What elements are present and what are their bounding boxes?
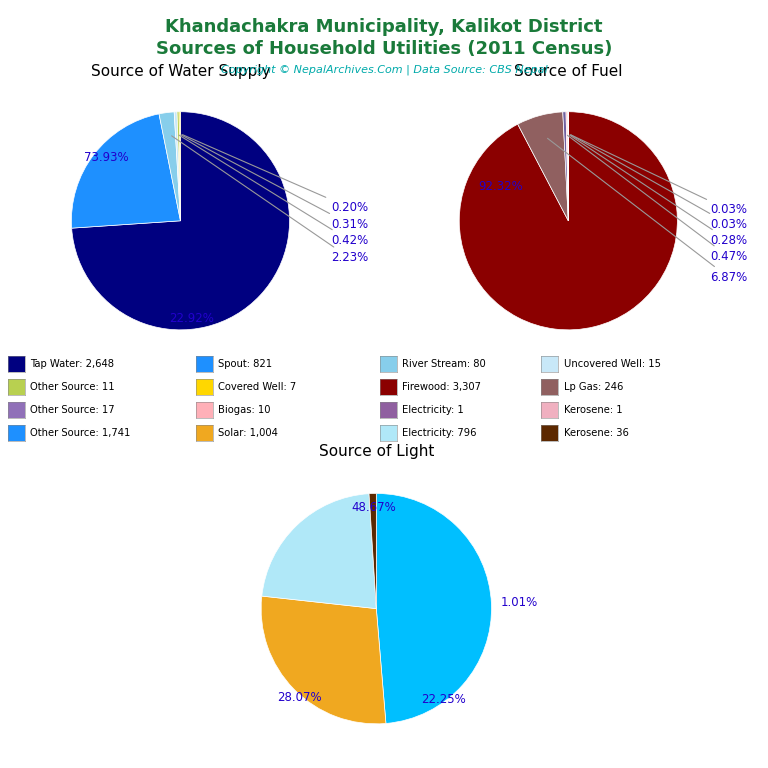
Text: Kerosene: 36: Kerosene: 36 — [564, 428, 628, 439]
Text: 22.92%: 22.92% — [169, 313, 214, 325]
Text: Firewood: 3,307: Firewood: 3,307 — [402, 382, 482, 392]
Text: 0.28%: 0.28% — [570, 135, 747, 247]
Text: 2.23%: 2.23% — [171, 136, 368, 264]
Wedge shape — [459, 111, 677, 329]
Text: 28.07%: 28.07% — [276, 690, 322, 703]
Text: 0.03%: 0.03% — [571, 134, 747, 217]
Text: Covered Well: 7: Covered Well: 7 — [218, 382, 296, 392]
Text: Spout: 821: Spout: 821 — [218, 359, 272, 369]
Text: 1.01%: 1.01% — [501, 596, 538, 609]
Wedge shape — [563, 112, 568, 221]
Text: 0.31%: 0.31% — [181, 135, 368, 230]
Wedge shape — [71, 114, 180, 228]
Text: River Stream: 80: River Stream: 80 — [402, 359, 486, 369]
Text: 0.42%: 0.42% — [179, 135, 368, 247]
Wedge shape — [71, 111, 290, 329]
Text: Tap Water: 2,648: Tap Water: 2,648 — [30, 359, 114, 369]
Text: 73.93%: 73.93% — [84, 151, 128, 164]
Wedge shape — [159, 112, 180, 221]
Wedge shape — [369, 494, 376, 608]
Wedge shape — [177, 112, 180, 221]
Text: Electricity: 1: Electricity: 1 — [402, 405, 464, 415]
Text: Solar: 1,004: Solar: 1,004 — [218, 428, 278, 439]
Text: Other Source: 17: Other Source: 17 — [30, 405, 114, 415]
Text: 6.87%: 6.87% — [548, 138, 747, 284]
Text: 0.03%: 0.03% — [571, 135, 747, 230]
Text: 22.25%: 22.25% — [421, 693, 465, 706]
Wedge shape — [376, 494, 492, 723]
Text: 0.47%: 0.47% — [568, 135, 747, 263]
Text: Other Source: 11: Other Source: 11 — [30, 382, 114, 392]
Title: Source of Light: Source of Light — [319, 445, 434, 459]
Text: 92.32%: 92.32% — [478, 180, 523, 194]
Wedge shape — [174, 112, 180, 221]
Text: Other Source: 1,741: Other Source: 1,741 — [30, 428, 131, 439]
Text: Lp Gas: 246: Lp Gas: 246 — [564, 382, 623, 392]
Text: Copyright © NepalArchives.Com | Data Source: CBS Nepal: Copyright © NepalArchives.Com | Data Sou… — [220, 65, 548, 75]
Text: Uncovered Well: 15: Uncovered Well: 15 — [564, 359, 660, 369]
Wedge shape — [518, 112, 568, 221]
Text: 0.20%: 0.20% — [183, 134, 368, 214]
Text: Sources of Household Utilities (2011 Census): Sources of Household Utilities (2011 Cen… — [156, 40, 612, 58]
Text: Khandachakra Municipality, Kalikot District: Khandachakra Municipality, Kalikot Distr… — [165, 18, 603, 35]
Wedge shape — [262, 494, 376, 608]
Title: Source of Fuel: Source of Fuel — [514, 65, 623, 79]
Text: Electricity: 796: Electricity: 796 — [402, 428, 477, 439]
Wedge shape — [261, 596, 386, 723]
Wedge shape — [179, 111, 180, 221]
Text: 48.67%: 48.67% — [352, 501, 396, 514]
Title: Source of Water Supply: Source of Water Supply — [91, 65, 270, 79]
Text: Biogas: 10: Biogas: 10 — [218, 405, 270, 415]
Wedge shape — [566, 112, 568, 221]
Text: Kerosene: 1: Kerosene: 1 — [564, 405, 622, 415]
